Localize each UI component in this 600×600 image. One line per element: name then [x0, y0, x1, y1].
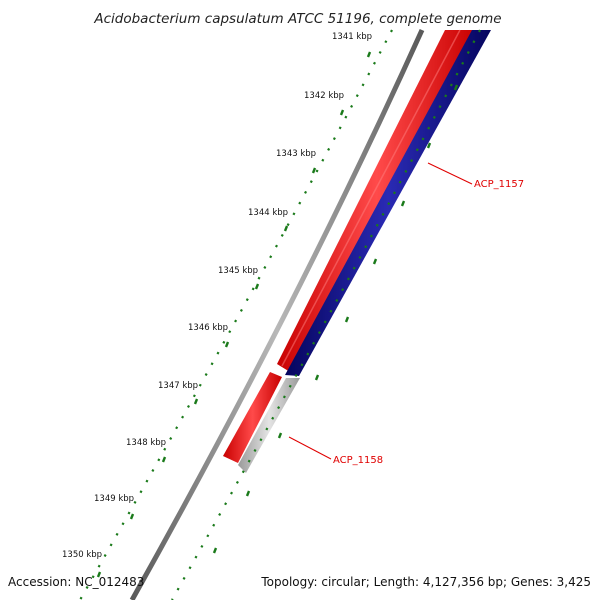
gene-label-ACP_1158[interactable]: ACP_1158 — [333, 455, 383, 466]
reverse-feature-partial[interactable] — [238, 378, 300, 473]
tick-label: 1348 kbp — [126, 438, 166, 448]
accession-text: Accession: NC_012483 — [8, 575, 144, 589]
tick-label: 1344 kbp — [248, 208, 288, 218]
tick-labels: 1341 kbp 1342 kbp 1343 kbp 1344 kbp 1345… — [62, 32, 372, 560]
tick-label: 1342 kbp — [304, 91, 344, 101]
tick-label: 1349 kbp — [94, 494, 134, 504]
genome-summary: Topology: circular; Length: 4,127,356 bp… — [260, 575, 591, 589]
tick-label: 1350 kbp — [62, 550, 102, 560]
gene-ACP_1158[interactable] — [223, 372, 282, 463]
tick-label: 1346 kbp — [188, 323, 228, 333]
tick-label: 1345 kbp — [218, 266, 258, 276]
outer-major-ticks — [96, 51, 372, 578]
callout-line-ACP_1158 — [288, 436, 332, 460]
gene-label-ACP_1157[interactable]: ACP_1157 — [474, 179, 524, 190]
map-title: Acidobacterium capsulatum ATCC 51196, co… — [93, 11, 501, 27]
inner-major-ticks — [212, 84, 459, 554]
gene-ACP_1157-shade — [281, 29, 461, 367]
tick-label: 1343 kbp — [276, 149, 316, 159]
callout-line-ACP_1157 — [427, 162, 473, 185]
tick-label: 1341 kbp — [332, 32, 372, 42]
inner-tick-ring — [171, 29, 481, 600]
tick-label: 1347 kbp — [158, 381, 198, 391]
outer-tick-ring — [79, 29, 393, 600]
genome-backbone — [129, 28, 425, 600]
